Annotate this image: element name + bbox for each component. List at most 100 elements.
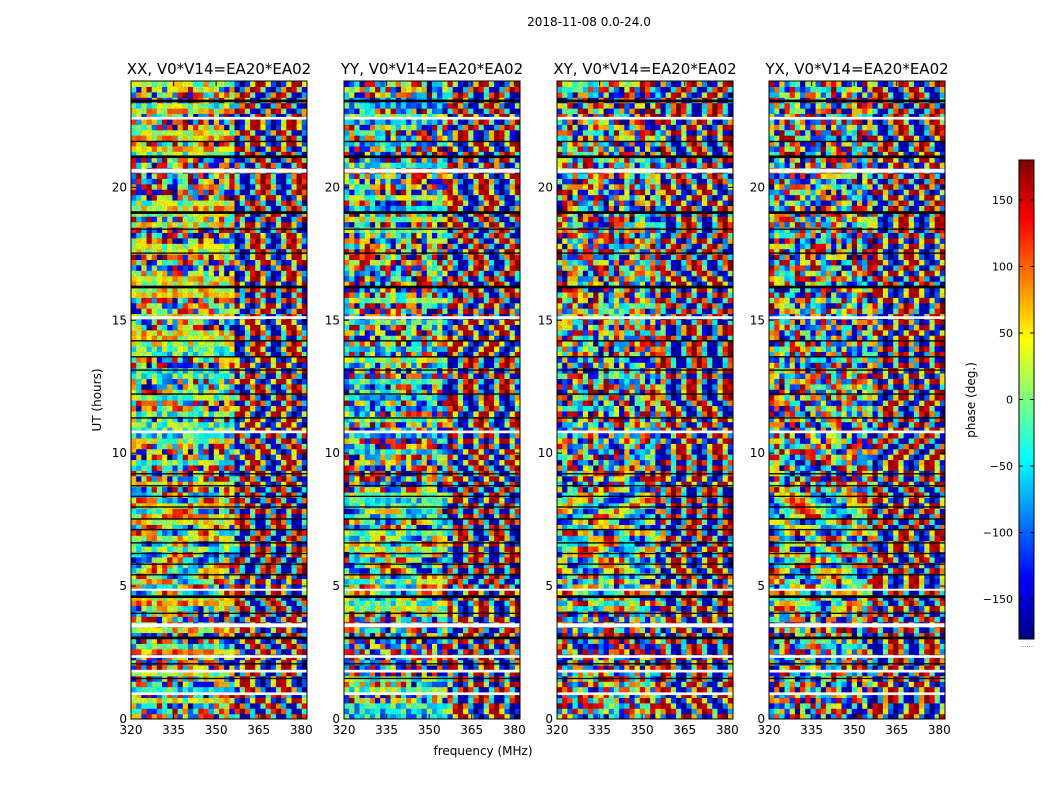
- flagged-band: [769, 692, 945, 695]
- flagged-gap: [769, 229, 945, 230]
- flagged-gap: [769, 542, 945, 543]
- flagged-gap: [557, 252, 733, 253]
- flagged-band: [344, 117, 520, 120]
- flagged-gap: [769, 473, 945, 474]
- flagged-gap: [344, 563, 520, 564]
- flagged-band: [769, 589, 945, 591]
- y-axis-label: UT (hours): [90, 368, 104, 431]
- flagged-gap: [131, 369, 307, 370]
- x-tick-label: 365: [885, 723, 908, 737]
- y-tick-label: 0: [545, 712, 553, 726]
- flagged-band: [344, 655, 520, 658]
- x-tick-label: 380: [503, 723, 526, 737]
- flagged-gap: [769, 553, 945, 554]
- flagged-band: [131, 117, 307, 120]
- flagged-band: [557, 117, 733, 120]
- colorbar-tick-label: 0: [1006, 394, 1013, 407]
- flagged-gap: [557, 518, 733, 519]
- flagged-gap: [131, 485, 307, 486]
- flagged-gap: [557, 155, 733, 158]
- flagged-gap: [769, 637, 945, 640]
- y-tick-label: 10: [325, 446, 340, 460]
- panel-title: YY, V0*V14=EA20*EA02: [340, 60, 523, 78]
- flagged-gap: [131, 286, 307, 289]
- x-tick-label: 365: [247, 723, 270, 737]
- flagged-gap: [344, 473, 520, 474]
- y-tick-label: 20: [112, 180, 127, 194]
- flagged-gap: [131, 542, 307, 543]
- flagged-gap: [344, 496, 520, 497]
- flagged-gap: [769, 574, 945, 575]
- flagged-band: [344, 670, 520, 673]
- flagged-gap: [131, 155, 307, 158]
- y-tick-label: 0: [757, 712, 765, 726]
- y-tick-label: 20: [750, 180, 765, 194]
- flagged-band: [557, 692, 733, 695]
- flagged-gap: [344, 286, 520, 289]
- x-tick-label: 380: [290, 723, 313, 737]
- flagged-gap: [557, 563, 733, 564]
- x-axis-label: frequency (MHz): [433, 744, 532, 758]
- flagged-gap: [557, 393, 733, 394]
- flagged-gap: [344, 417, 520, 418]
- flagged-gap: [769, 485, 945, 486]
- flagged-gap: [344, 356, 520, 357]
- flagged-gap: [131, 417, 307, 418]
- flagged-gap: [557, 211, 733, 214]
- flagged-gap: [557, 637, 733, 640]
- flagged-gap: [131, 574, 307, 575]
- flagged-gap: [344, 141, 520, 142]
- flagged-gap: [344, 595, 520, 598]
- flagged-band: [131, 655, 307, 658]
- flagged-band: [769, 117, 945, 120]
- y-tick-label: 10: [112, 446, 127, 460]
- flagged-band: [344, 431, 520, 434]
- x-tick-label: 350: [205, 723, 228, 737]
- flagged-gap: [769, 340, 945, 341]
- flagged-gap: [131, 100, 307, 103]
- y-tick-label: 20: [538, 180, 553, 194]
- y-tick-label: 15: [750, 313, 765, 327]
- y-tick-label: 5: [757, 579, 765, 593]
- flagged-gap: [769, 211, 945, 214]
- flagged-gap: [557, 529, 733, 530]
- flagged-gap: [769, 393, 945, 394]
- flagged-gap: [557, 553, 733, 554]
- y-tick-label: 15: [112, 313, 127, 327]
- y-tick-label: 0: [119, 712, 127, 726]
- flagged-band: [769, 623, 945, 627]
- phase-heatmap: [344, 81, 521, 720]
- flagged-gap: [769, 678, 945, 679]
- flagged-gap: [131, 506, 307, 507]
- flagged-gap: [557, 229, 733, 230]
- flagged-gap: [557, 485, 733, 486]
- flagged-gap: [557, 473, 733, 474]
- phase-heatmap: [769, 81, 946, 720]
- flagged-gap: [344, 637, 520, 640]
- colorbar-dots: ......: [1020, 641, 1033, 649]
- flagged-gap: [131, 229, 307, 230]
- flagged-band: [557, 623, 733, 627]
- flagged-gap: [557, 542, 733, 543]
- flagged-band: [344, 623, 520, 627]
- flagged-gap: [344, 518, 520, 519]
- flagged-band: [131, 169, 307, 173]
- flagged-gap: [557, 286, 733, 289]
- flagged-gap: [769, 613, 945, 614]
- flagged-gap: [344, 340, 520, 341]
- flagged-gap: [344, 542, 520, 543]
- flagged-band: [769, 316, 945, 319]
- flagged-gap: [344, 553, 520, 554]
- flagged-gap: [131, 473, 307, 474]
- phase-heatmap: [131, 81, 308, 720]
- flagged-band: [557, 316, 733, 319]
- flagged-gap: [769, 506, 945, 507]
- flagged-band: [344, 316, 520, 319]
- flagged-gap: [344, 229, 520, 230]
